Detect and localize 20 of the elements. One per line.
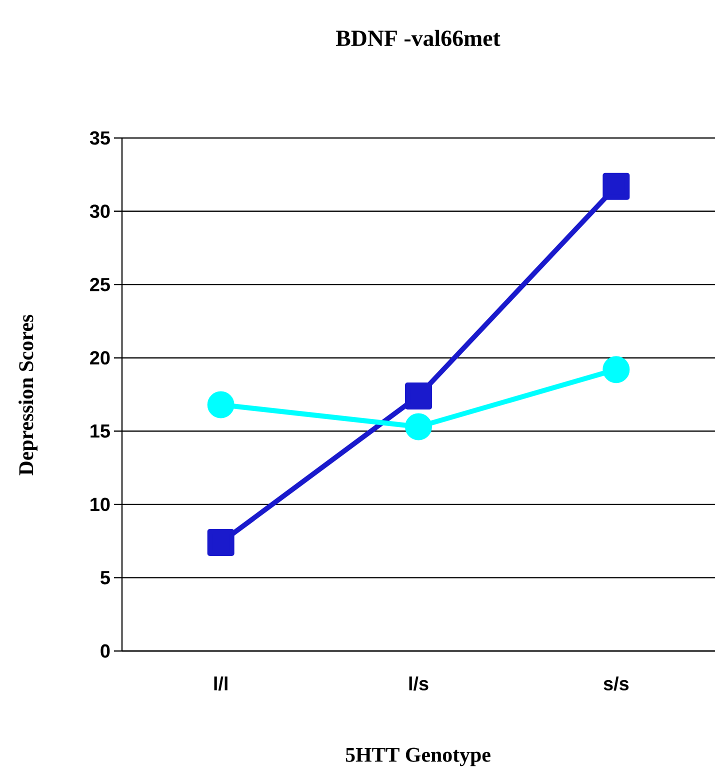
chart-title: BDNF -val66met [336,30,500,46]
point [602,356,630,384]
point [207,529,234,556]
point [405,413,432,440]
y-tick-label: 35 [90,131,110,145]
y-tick-label: 5 [100,571,110,584]
y-tick-label: 0 [100,644,110,658]
y-tick-label: 15 [90,424,110,438]
point [602,172,630,200]
y-tick-label: 10 [90,498,110,512]
y-tick-label: 30 [90,204,110,218]
x-tick-label: l/l [214,676,228,691]
point [405,382,432,410]
x-axis-title: 5HTT Genotype [346,748,490,766]
x-tick-label: s/s [604,676,629,691]
y-tick-label: 25 [90,278,110,292]
point [207,391,234,418]
x-tick-label: l/s [409,676,428,691]
y-tick-label: 20 [90,351,110,365]
y-axis-title: Depression Scores [18,314,38,476]
